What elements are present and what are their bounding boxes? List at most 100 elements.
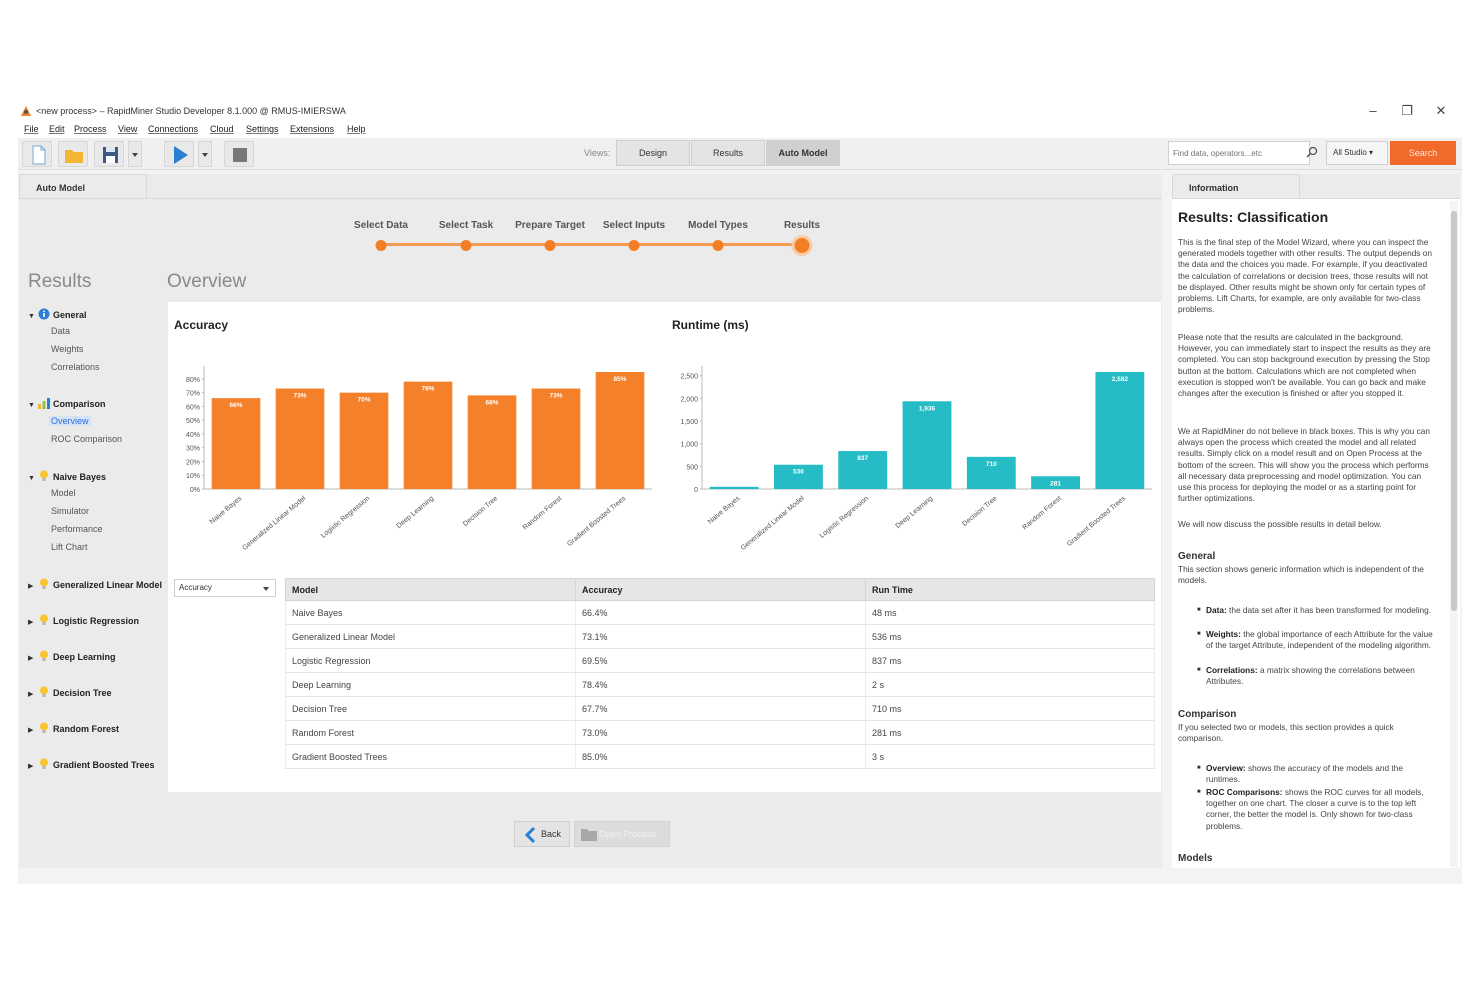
tree-group-comparison[interactable]: ▼ Comparison	[28, 398, 106, 409]
tree-group-logistic-regression[interactable]: ▶ Logistic Regression	[28, 614, 139, 626]
tree-item-roc-comparison[interactable]: ROC Comparison	[51, 434, 123, 444]
caret-down-icon[interactable]: ▼	[28, 402, 35, 409]
table-row[interactable]: Random Forest 73.0% 281 ms	[285, 720, 1155, 745]
column-header-accuracy[interactable]: Accuracy	[575, 578, 866, 601]
search-input[interactable]	[1168, 141, 1310, 165]
caret-right-icon[interactable]: ▶	[28, 763, 34, 770]
open-process-button[interactable]: Open Process	[574, 821, 670, 847]
info-scrollbar[interactable]	[1450, 201, 1458, 867]
data-label: 2,582	[1112, 376, 1129, 383]
bar[interactable]	[1031, 476, 1080, 489]
info-scrollbar-thumb[interactable]	[1451, 211, 1457, 611]
bar[interactable]	[339, 392, 389, 489]
bar[interactable]	[709, 486, 759, 489]
open-button[interactable]	[58, 141, 88, 167]
step-model-types[interactable]: Model Types	[688, 220, 748, 231]
table-row[interactable]: Generalized Linear Model 73.1% 536 ms	[285, 624, 1155, 649]
table-row[interactable]: Deep Learning 78.4% 2 s	[285, 672, 1155, 697]
back-button[interactable]: Back	[514, 821, 570, 847]
info-bullet: Overview: shows the accuracy of the mode…	[1197, 763, 1436, 785]
step-dot-select-data[interactable]	[375, 240, 387, 251]
bar[interactable]	[1095, 372, 1145, 489]
tree-item-model[interactable]: Model	[51, 488, 76, 498]
step-select-inputs[interactable]: Select Inputs	[602, 220, 666, 231]
view-results-button[interactable]: Results	[691, 140, 765, 166]
menu-process[interactable]: Process	[74, 124, 107, 134]
tree-item-simulator[interactable]: Simulator	[51, 506, 90, 516]
run-dropdown[interactable]	[198, 141, 212, 167]
bar[interactable]	[211, 398, 261, 489]
bar[interactable]	[275, 388, 325, 489]
column-header-model[interactable]: Model	[285, 578, 576, 601]
menu-file[interactable]: File	[24, 124, 39, 134]
bar[interactable]	[966, 456, 1016, 489]
maximize-button[interactable]: ❐	[1401, 103, 1413, 118]
stop-button[interactable]	[224, 141, 254, 167]
close-button[interactable]: ✕	[1435, 103, 1447, 118]
caret-right-icon[interactable]: ▶	[28, 583, 34, 590]
menu-view[interactable]: View	[118, 124, 138, 134]
tree-item-overview[interactable]: Overview	[49, 416, 91, 426]
table-row[interactable]: Naive Bayes 66.4% 48 ms	[285, 600, 1155, 625]
menu-cloud[interactable]: Cloud	[210, 124, 234, 134]
step-dot-select-task[interactable]	[460, 240, 472, 251]
step-select-data[interactable]: Select Data	[354, 220, 408, 231]
new-process-button[interactable]	[22, 141, 52, 167]
tree-group-gradient-boosted-trees[interactable]: ▶ Gradient Boosted Trees	[28, 758, 155, 770]
view-auto-model-button[interactable]: Auto Model	[766, 140, 840, 166]
run-button[interactable]	[164, 141, 194, 167]
tree-group-decision-tree[interactable]: ▶ Decision Tree	[28, 686, 112, 698]
search-scope-dropdown[interactable]: All Studio ▾	[1326, 141, 1388, 165]
table-row[interactable]: Gradient Boosted Trees 85.0% 3 s	[285, 744, 1155, 769]
tree-item-weights[interactable]: Weights	[51, 344, 84, 354]
view-design-button[interactable]: Design	[616, 140, 690, 166]
tree-item-correlations[interactable]: Correlations	[51, 362, 100, 372]
tree-group-generalized-linear-model[interactable]: ▶ Generalized Linear Model	[28, 578, 162, 590]
tree-group-naive-bayes[interactable]: ▼ Naive Bayes	[28, 470, 106, 482]
bar[interactable]	[838, 451, 888, 489]
menu-help[interactable]: Help	[347, 124, 366, 134]
bar[interactable]	[403, 381, 453, 489]
caret-right-icon[interactable]: ▶	[28, 619, 34, 626]
metric-select[interactable]: Accuracy	[174, 579, 276, 597]
caret-right-icon[interactable]: ▶	[28, 727, 34, 734]
menu-connections[interactable]: Connections	[148, 124, 199, 134]
caret-down-icon[interactable]: ▼	[28, 313, 35, 320]
save-button[interactable]	[94, 141, 124, 167]
tab-information[interactable]: Information	[1172, 174, 1300, 198]
data-label: 837	[857, 455, 868, 462]
menu-settings[interactable]: Settings	[246, 124, 279, 134]
bar[interactable]	[467, 395, 517, 489]
bar[interactable]	[774, 464, 823, 489]
caret-right-icon[interactable]: ▶	[28, 655, 34, 662]
minimize-button[interactable]: –	[1369, 103, 1377, 118]
bar[interactable]	[902, 401, 952, 489]
step-results[interactable]: Results	[783, 220, 821, 231]
tree-item-performance[interactable]: Performance	[51, 524, 103, 534]
column-header-run-time[interactable]: Run Time	[865, 578, 1155, 601]
tab-auto-model[interactable]: Auto Model	[19, 174, 147, 198]
caret-down-icon[interactable]: ▼	[28, 475, 35, 482]
info-bullet-text: the data set after it has been transform…	[1226, 605, 1432, 615]
step-dot-select-inputs[interactable]	[628, 240, 640, 251]
save-dropdown[interactable]	[128, 141, 142, 167]
step-dot-prepare-target[interactable]	[544, 240, 556, 251]
menu-extensions[interactable]: Extensions	[290, 124, 335, 134]
caret-right-icon[interactable]: ▶	[28, 691, 34, 698]
tree-group-general[interactable]: ▼ General	[28, 308, 87, 320]
tree-item-lift-chart[interactable]: Lift Chart	[51, 542, 88, 552]
step-select-task[interactable]: Select Task	[438, 220, 494, 231]
step-prepare-target[interactable]: Prepare Target	[515, 220, 585, 231]
table-row[interactable]: Logistic Regression 69.5% 837 ms	[285, 648, 1155, 673]
tree-item-data[interactable]: Data	[51, 326, 71, 336]
search-button[interactable]: Search	[1390, 141, 1456, 165]
tree-group-deep-learning[interactable]: ▶ Deep Learning	[28, 650, 116, 662]
step-dot-model-types[interactable]	[712, 240, 724, 251]
tree-group-random-forest[interactable]: ▶ Random Forest	[28, 722, 119, 734]
bar[interactable]	[595, 372, 645, 489]
table-row[interactable]: Decision Tree 67.7% 710 ms	[285, 696, 1155, 721]
step-dot-results[interactable]	[794, 238, 810, 253]
y-tick-label: 60%	[186, 404, 200, 411]
menu-edit[interactable]: Edit	[49, 124, 65, 134]
bar[interactable]	[531, 388, 581, 489]
